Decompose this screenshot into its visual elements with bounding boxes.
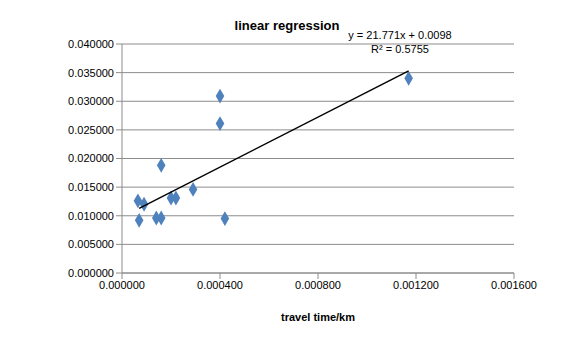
svg-text:travel time/km: travel time/km <box>281 311 355 323</box>
svg-text:0.020000: 0.020000 <box>68 152 114 164</box>
svg-text:0.030000: 0.030000 <box>68 95 114 107</box>
svg-text:0.015000: 0.015000 <box>68 181 114 193</box>
html-text:y = 21.771x + 0.0098: y = 21.771x + 0.0098 <box>348 29 452 41</box>
svg-text:0.005000: 0.005000 <box>68 238 114 250</box>
html-text:R² = 0.5755: R² = 0.5755 <box>371 43 429 55</box>
svg-text:0.000800: 0.000800 <box>295 279 341 291</box>
html-text:linear regression: linear regression <box>234 18 340 33</box>
svg-text:0.001200: 0.001200 <box>393 279 439 291</box>
svg-text:0.035000: 0.035000 <box>68 67 114 79</box>
svg-text:0.000000: 0.000000 <box>99 279 145 291</box>
svg-text:0.000400: 0.000400 <box>197 279 243 291</box>
svg-text:0.010000: 0.010000 <box>68 210 114 222</box>
svg-text:0.025000: 0.025000 <box>68 124 114 136</box>
svg-text:0.001600: 0.001600 <box>491 279 537 291</box>
svg-text:0.000000: 0.000000 <box>68 267 114 279</box>
svg-text:0.040000: 0.040000 <box>68 38 114 50</box>
